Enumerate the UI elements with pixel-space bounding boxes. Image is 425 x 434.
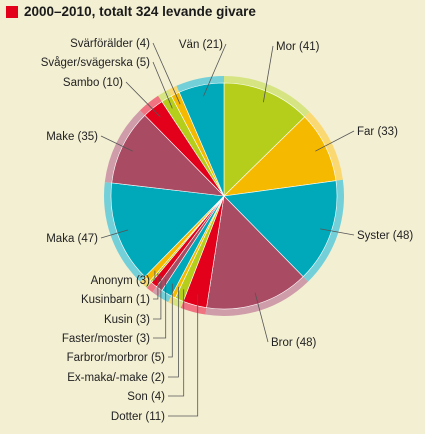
leader-line — [168, 283, 173, 358]
slice-label: Anonym (3) — [91, 275, 151, 287]
slice-label: Vän (21) — [179, 39, 223, 51]
pie-slice — [110, 182, 225, 278]
slice-label: Svärförälder (4) — [70, 38, 150, 50]
slice-label: Mor (41) — [276, 41, 320, 53]
slice-label: Son (4) — [127, 391, 165, 403]
pie-slice — [206, 195, 304, 310]
pie-slice — [223, 82, 306, 197]
leader-line — [263, 45, 274, 103]
pie-slice — [223, 180, 338, 278]
leader-line — [100, 229, 129, 239]
slice-label: Sambo (10) — [63, 77, 123, 89]
slice-label: Dotter (11) — [111, 411, 165, 423]
leader-line — [100, 135, 133, 152]
slice-label: Far (33) — [357, 126, 398, 138]
leader-line — [254, 292, 269, 343]
leader-line — [168, 289, 185, 397]
chart-title: 2000–2010, totalt 324 levande givare — [24, 4, 256, 19]
leader-line — [320, 228, 355, 236]
slice-label: Svåger/svägerska (5) — [41, 57, 150, 69]
leader-line — [153, 273, 159, 300]
slice-label: Bror (48) — [271, 337, 317, 349]
leader-line — [315, 130, 355, 152]
leader-line — [152, 42, 181, 105]
slice-label: Ex-maka/-make (2) — [67, 372, 165, 384]
pie-slice — [178, 82, 225, 197]
slice-label: Kusin (3) — [104, 314, 150, 326]
leader-line — [125, 81, 161, 118]
slice-label: Kusinbarn (1) — [81, 294, 150, 306]
slice-label: Make (35) — [46, 131, 98, 143]
slice-label: Faster/moster (3) — [62, 333, 150, 345]
chart-title-row: 2000–2010, totalt 324 levande givare — [6, 4, 256, 19]
slice-label: Farbror/morbror (5) — [67, 352, 166, 364]
leader-line — [153, 270, 156, 281]
leader-line — [168, 286, 179, 378]
slice-label: Maka (47) — [46, 233, 98, 245]
slice-label: Syster (48) — [357, 230, 413, 242]
leader-line — [153, 279, 167, 339]
leader-line — [153, 275, 162, 320]
title-marker-icon — [6, 5, 18, 18]
leader-line — [203, 43, 227, 97]
leader-line — [168, 294, 199, 417]
leader-line — [152, 61, 173, 109]
